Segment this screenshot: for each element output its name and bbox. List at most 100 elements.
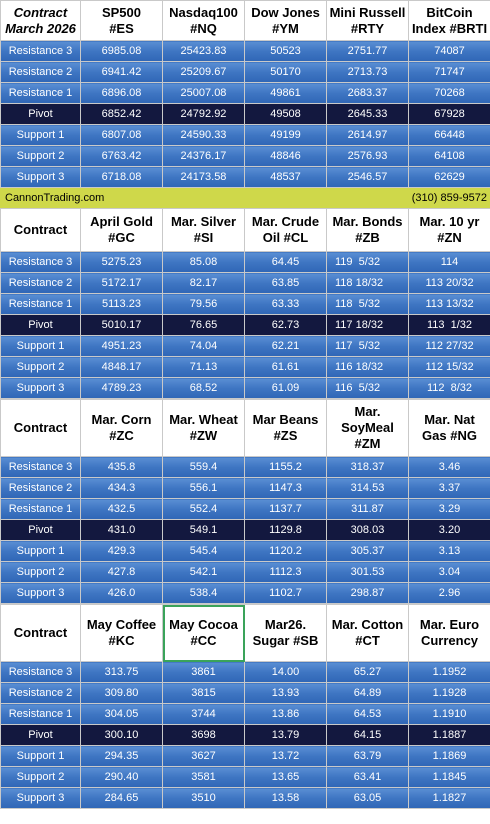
table-row: Support 2 427.8 542.1 1112.3 301.53 3.04: [0, 561, 490, 583]
value-cell: 62.73: [244, 314, 327, 336]
value-cell: 63.79: [326, 745, 409, 767]
section-header-row: Contract March 2026 SP500 #ES Nasdaq100 …: [0, 0, 490, 41]
table-row: Resistance 1 5113.23 79.56 63.33 118 5/3…: [0, 293, 490, 315]
value-cell: 50523: [244, 40, 327, 62]
section-header-row: Contract Mar. Corn #ZC Mar. Wheat #ZW Ma…: [0, 399, 490, 457]
value-cell: 114: [408, 251, 490, 273]
value-cell: 298.87: [326, 582, 409, 604]
value-cell: 542.1: [162, 561, 245, 583]
col-header: BitCoin Index #BRTI: [408, 0, 490, 41]
value-cell: 5172.17: [80, 272, 163, 294]
value-cell: 82.17: [162, 272, 245, 294]
value-cell: 79.56: [162, 293, 245, 315]
col-header: Mar. Bonds #ZB: [326, 208, 409, 252]
value-cell: 64.45: [244, 251, 327, 273]
value-cell: 116 5/32: [326, 377, 409, 399]
row-label: Resistance 2: [0, 272, 81, 294]
col-header: Mar Beans #ZS: [244, 399, 327, 457]
value-cell: 552.4: [162, 498, 245, 520]
value-cell: 1155.2: [244, 456, 327, 478]
value-cell: 112 27/32: [408, 335, 490, 357]
value-cell: 64.89: [326, 682, 409, 704]
col-header-selected[interactable]: May Cocoa #CC: [162, 604, 245, 662]
value-cell: 113 13/32: [408, 293, 490, 315]
row-label: Support 2: [0, 766, 81, 788]
value-cell: 304.05: [80, 703, 163, 725]
value-cell: 6763.42: [80, 145, 163, 167]
table-row: Support 2 6763.42 24376.17 48846 2576.93…: [0, 145, 490, 167]
value-cell: 71.13: [162, 356, 245, 378]
value-cell: 13.86: [244, 703, 327, 725]
value-cell: 25007.08: [162, 82, 245, 104]
row-label: Support 3: [0, 377, 81, 399]
value-cell: 1.1887: [408, 724, 490, 746]
pivot-row: Pivot 5010.17 76.65 62.73 117 18/32 113 …: [0, 314, 490, 336]
table-row: Resistance 1 304.05 3744 13.86 64.53 1.1…: [0, 703, 490, 725]
row-label: Resistance 3: [0, 661, 81, 683]
value-cell: 305.37: [326, 540, 409, 562]
value-cell: 314.53: [326, 477, 409, 499]
row-label: Support 1: [0, 124, 81, 146]
row-label: Pivot: [0, 103, 81, 125]
table-row: Support 1 294.35 3627 13.72 63.79 1.1869: [0, 745, 490, 767]
value-cell: 116 18/32: [326, 356, 409, 378]
value-cell: 113 1/32: [408, 314, 490, 336]
row-label: Resistance 3: [0, 456, 81, 478]
row-label: Support 2: [0, 561, 81, 583]
value-cell: 559.4: [162, 456, 245, 478]
value-cell: 49861: [244, 82, 327, 104]
row-label: Support 2: [0, 145, 81, 167]
value-cell: 70268: [408, 82, 490, 104]
value-cell: 68.52: [162, 377, 245, 399]
row-label: Resistance 2: [0, 61, 81, 83]
value-cell: 1.1827: [408, 787, 490, 809]
value-cell: 427.8: [80, 561, 163, 583]
value-cell: 318.37: [326, 456, 409, 478]
value-cell: 3861: [162, 661, 245, 683]
value-cell: 313.75: [80, 661, 163, 683]
value-cell: 2546.57: [326, 166, 409, 188]
table-row: Support 3 6718.08 24173.58 48537 2546.57…: [0, 166, 490, 188]
col-header: Mar. Corn #ZC: [80, 399, 163, 457]
value-cell: 1102.7: [244, 582, 327, 604]
col-header: Mini Russell #RTY: [326, 0, 409, 41]
value-cell: 61.61: [244, 356, 327, 378]
value-cell: 301.53: [326, 561, 409, 583]
table-row: Support 3 426.0 538.4 1102.7 298.87 2.96: [0, 582, 490, 604]
col-header: Mar. Silver #SI: [162, 208, 245, 252]
website-link[interactable]: CannonTrading.com: [5, 192, 105, 204]
section-metals-rates: Contract April Gold #GC Mar. Silver #SI …: [0, 208, 490, 399]
table-row: Resistance 2 6941.42 25209.67 50170 2713…: [0, 61, 490, 83]
value-cell: 5113.23: [80, 293, 163, 315]
value-cell: 1112.3: [244, 561, 327, 583]
table-row: Support 3 284.65 3510 13.58 63.05 1.1827: [0, 787, 490, 809]
value-cell: 1.1952: [408, 661, 490, 683]
row-label: Resistance 3: [0, 251, 81, 273]
section-indices: Contract March 2026 SP500 #ES Nasdaq100 …: [0, 0, 490, 188]
section-softs-currency: Contract May Coffee #KC May Cocoa #CC Ma…: [0, 604, 490, 809]
row-label: Resistance 2: [0, 477, 81, 499]
value-cell: 1.1869: [408, 745, 490, 767]
value-cell: 3.20: [408, 519, 490, 541]
value-cell: 63.41: [326, 766, 409, 788]
value-cell: 300.10: [80, 724, 163, 746]
row-label: Support 1: [0, 540, 81, 562]
value-cell: 6718.08: [80, 166, 163, 188]
value-cell: 24173.58: [162, 166, 245, 188]
col-header: Nasdaq100 #NQ: [162, 0, 245, 41]
value-cell: 49199: [244, 124, 327, 146]
value-cell: 24590.33: [162, 124, 245, 146]
value-cell: 6941.42: [80, 61, 163, 83]
value-cell: 3581: [162, 766, 245, 788]
value-cell: 1.1928: [408, 682, 490, 704]
row-label: Support 3: [0, 582, 81, 604]
table-row: Resistance 2 309.80 3815 13.93 64.89 1.1…: [0, 682, 490, 704]
value-cell: 2614.97: [326, 124, 409, 146]
col-header: Mar. Cotton #CT: [326, 604, 409, 662]
value-cell: 65.27: [326, 661, 409, 683]
section-grains-energy: Contract Mar. Corn #ZC Mar. Wheat #ZW Ma…: [0, 399, 490, 604]
value-cell: 67928: [408, 103, 490, 125]
value-cell: 3815: [162, 682, 245, 704]
value-cell: 3698: [162, 724, 245, 746]
